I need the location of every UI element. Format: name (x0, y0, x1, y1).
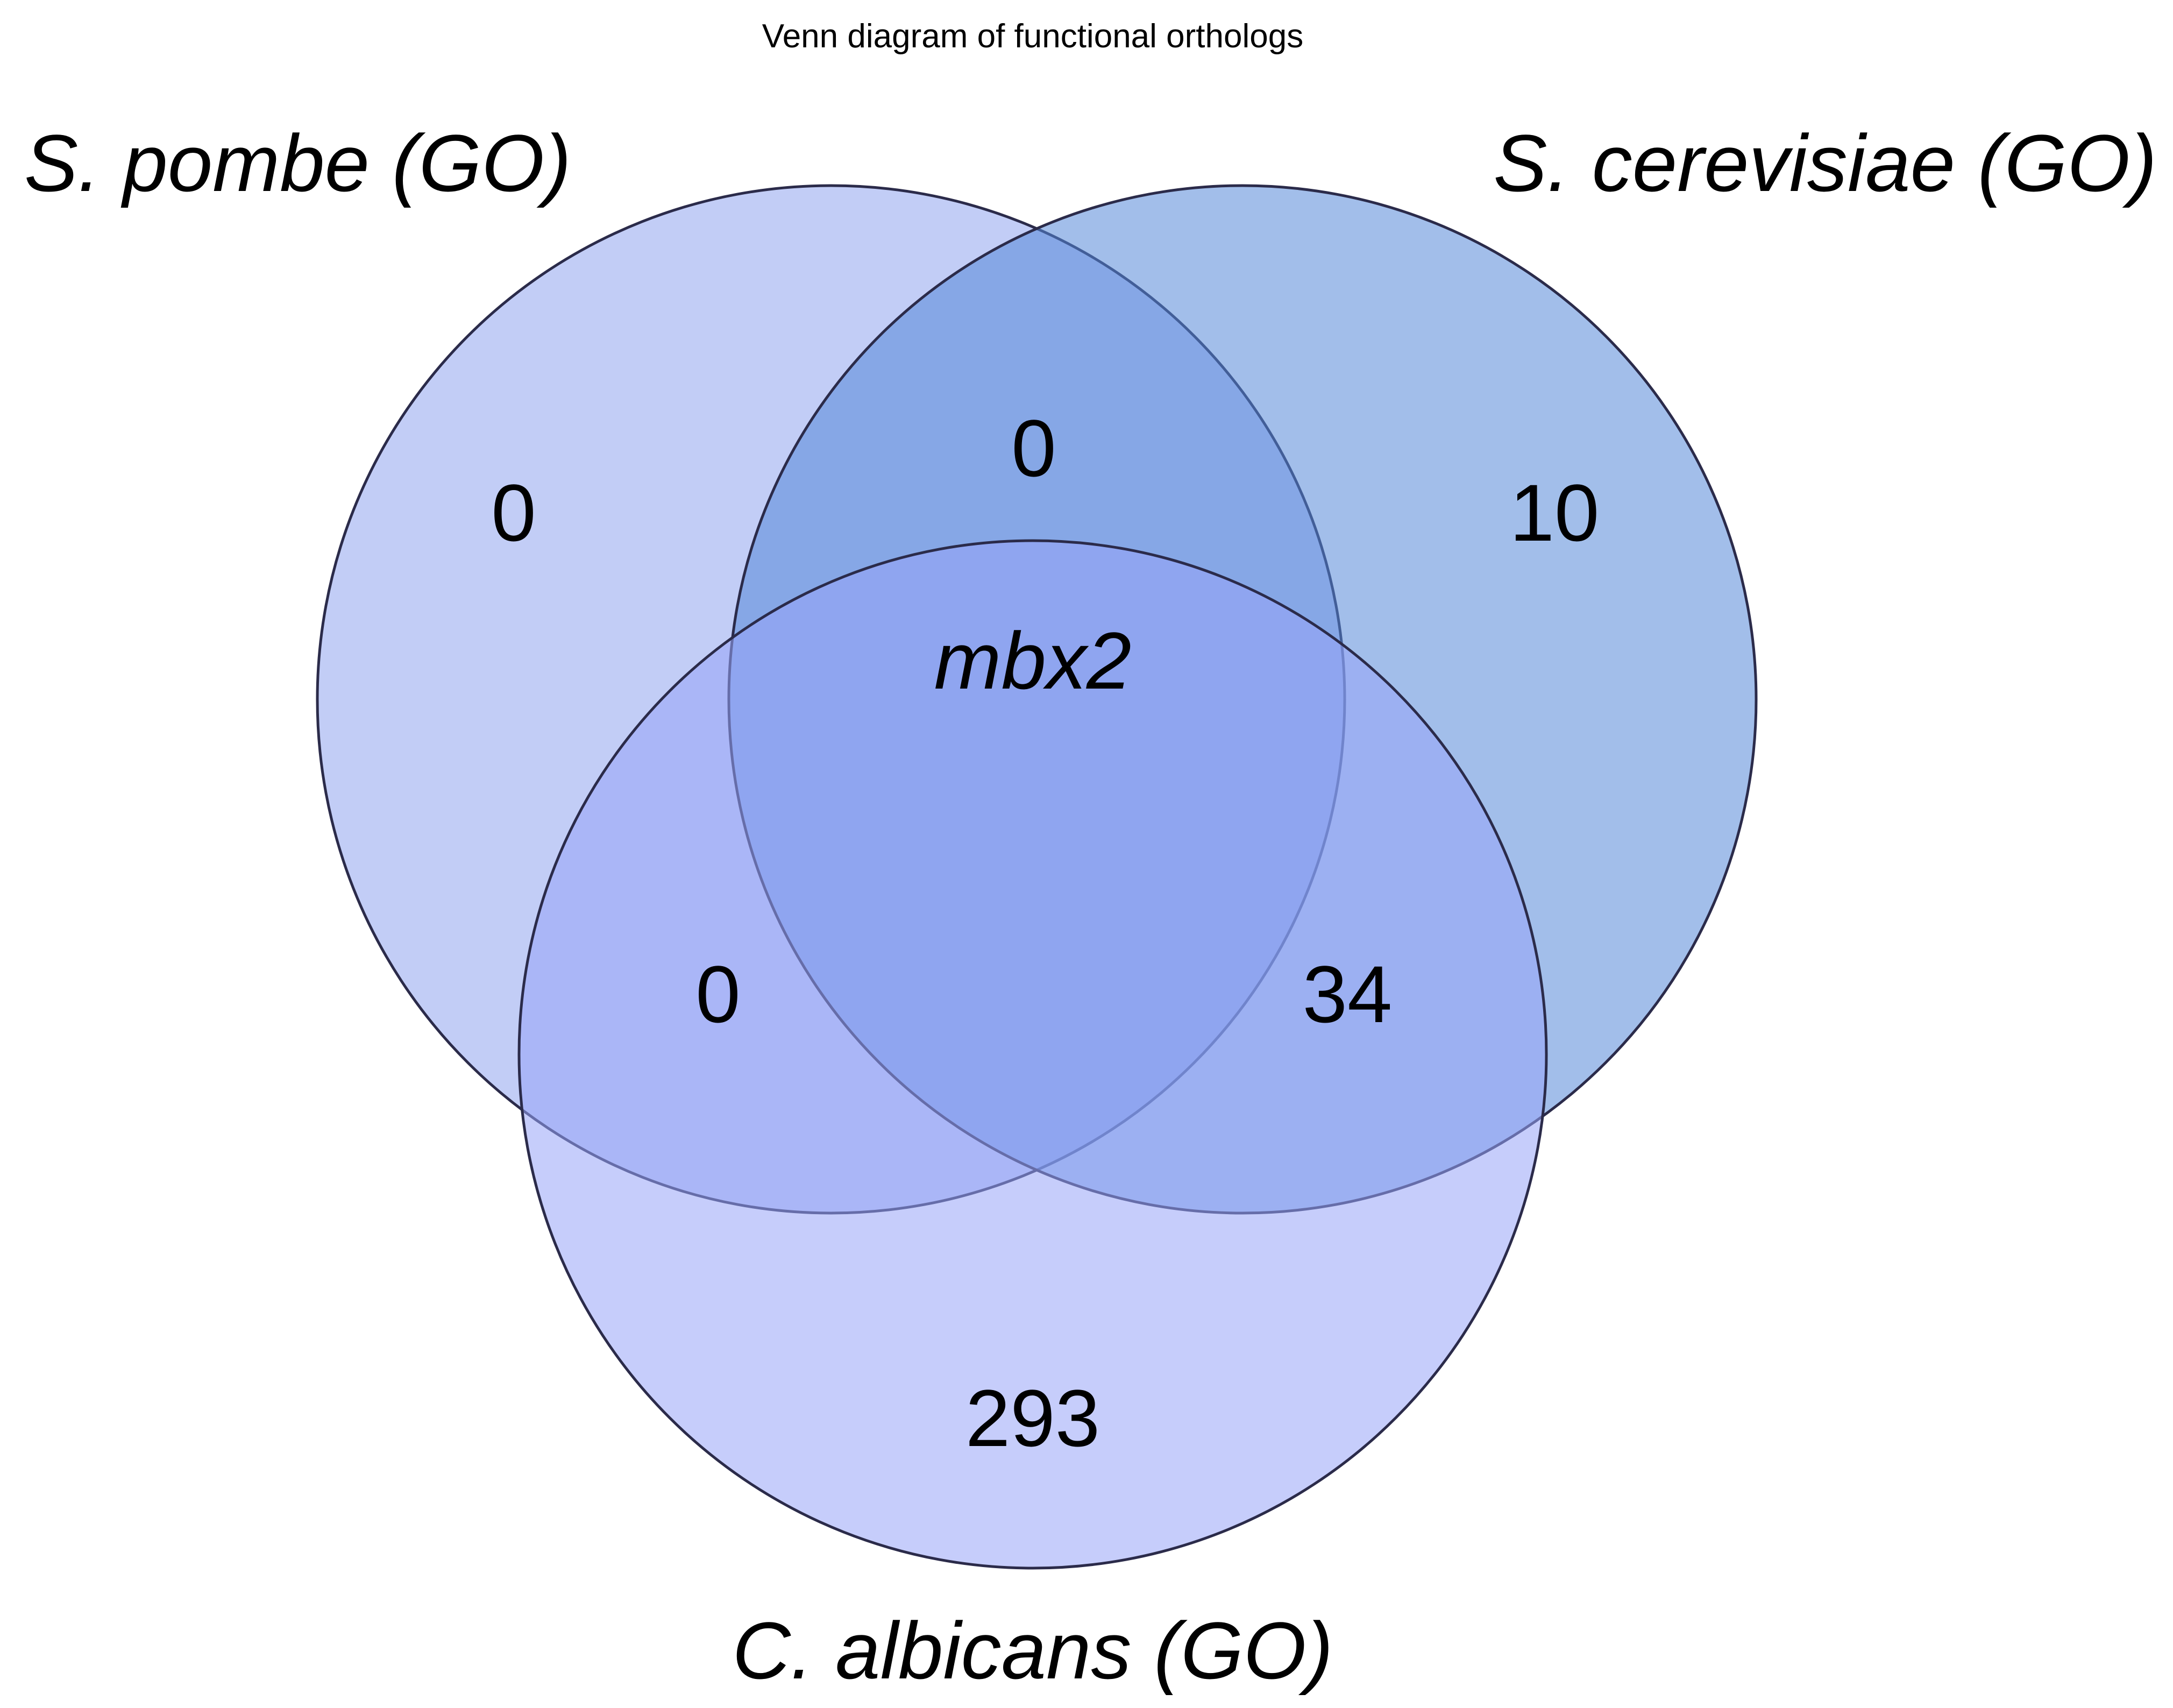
set-c-circle (517, 539, 1548, 1570)
region-abc-gene: mbx2 (934, 615, 1132, 706)
region-ac-count: 0 (695, 949, 740, 1039)
region-ab-count: 0 (1011, 403, 1056, 493)
region-c-only-count: 293 (965, 1373, 1100, 1463)
set-b-label: S. cerevisiae (GO) (1493, 118, 2157, 208)
set-c-label: C. albicans (GO) (733, 1605, 1333, 1696)
diagram-title: Venn diagram of functional orthologs (762, 18, 1303, 55)
set-a-label: S. pombe (GO) (24, 118, 571, 208)
region-b-only-count: 10 (1510, 467, 1600, 558)
region-a-only-count: 0 (491, 467, 536, 558)
region-bc-count: 34 (1303, 949, 1393, 1039)
